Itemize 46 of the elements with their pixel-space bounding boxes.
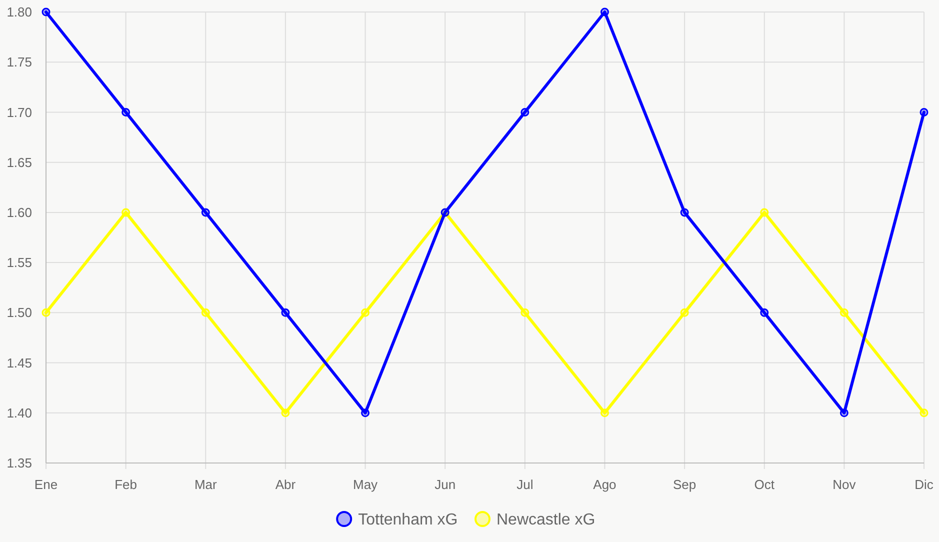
- point: [680, 208, 689, 217]
- point: [520, 308, 530, 317]
- point: [281, 308, 290, 317]
- point: [600, 408, 609, 418]
- point: [760, 208, 769, 217]
- x-tick-label: Abr: [275, 477, 296, 492]
- point: [680, 308, 689, 317]
- point: [840, 308, 848, 317]
- y-tick-label: 1.40: [6, 405, 32, 420]
- point: [42, 308, 50, 317]
- x-tick-label: Dic: [914, 477, 934, 492]
- y-tick-label: 1.65: [6, 154, 32, 170]
- legend-label: Newcastle xG: [496, 512, 596, 529]
- point: [361, 308, 370, 317]
- y-tick-label: 1.70: [6, 104, 32, 120]
- x-tick-label: Nov: [832, 477, 856, 492]
- point: [42, 8, 50, 16]
- point: [122, 108, 130, 116]
- x-tick-label: Jun: [434, 477, 456, 492]
- point: [920, 408, 928, 418]
- x-tick-label: Sep: [672, 477, 696, 492]
- y-tick-label: 1.50: [6, 305, 32, 320]
- point: [201, 308, 210, 317]
- y-tick-label: 1.45: [6, 355, 32, 370]
- x-tick-label: Mar: [194, 477, 218, 492]
- legend-label: Tottenham xG: [358, 512, 458, 529]
- point: [520, 108, 530, 116]
- point: [201, 208, 210, 217]
- y-tick-label: 1.35: [6, 456, 32, 471]
- x-tick-label: Feb: [114, 477, 138, 492]
- point: [122, 208, 130, 217]
- point: [281, 408, 290, 418]
- point: [361, 408, 370, 418]
- x-tick-label: Jul: [516, 477, 534, 492]
- x-tick-label: Oct: [754, 477, 775, 492]
- point: [920, 108, 928, 116]
- y-tick-label: 1.60: [6, 204, 32, 220]
- y-tick-label: 1.75: [6, 54, 32, 70]
- y-tick-label: 1.80: [6, 4, 32, 20]
- point: [840, 408, 848, 418]
- point: [760, 308, 769, 317]
- point: [600, 8, 609, 16]
- y-tick-label: 1.55: [6, 255, 32, 270]
- x-tick-label: May: [352, 477, 378, 492]
- x-tick-label: Ago: [593, 477, 616, 492]
- x-tick-label: Ene: [34, 477, 58, 492]
